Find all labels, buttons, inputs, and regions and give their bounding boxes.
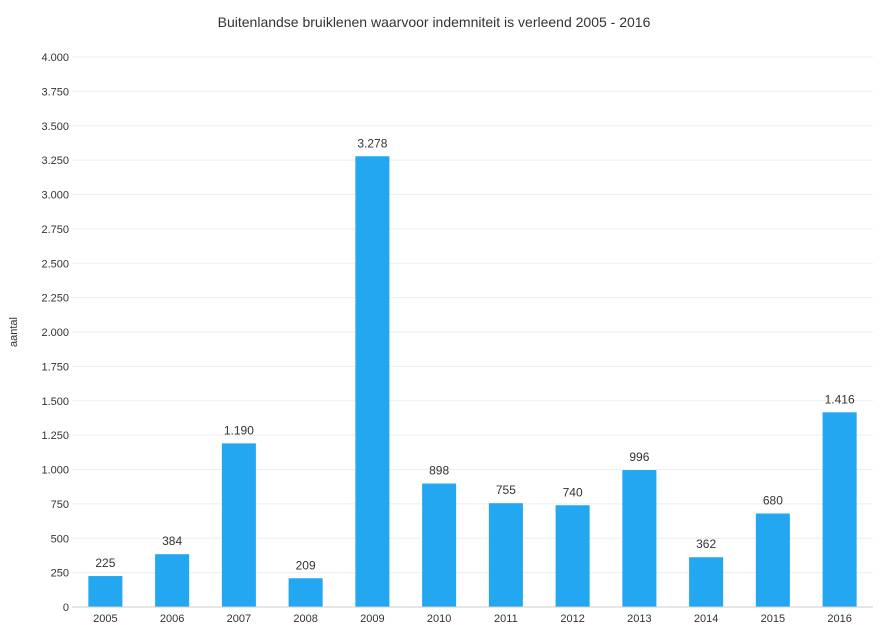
bar-2011[interactable] bbox=[488, 503, 523, 607]
y-tick-label: 1.250 bbox=[41, 430, 69, 442]
data-label: 1.416 bbox=[825, 392, 855, 406]
y-tick-label: 2.250 bbox=[41, 293, 69, 305]
y-tick-label: 3.750 bbox=[41, 86, 69, 98]
y-tick-label: 2.500 bbox=[41, 258, 69, 270]
y-tick-label: 1.000 bbox=[41, 465, 69, 477]
y-tick-label: 4.000 bbox=[41, 52, 69, 64]
data-label: 384 bbox=[162, 534, 182, 548]
x-tick-label: 2010 bbox=[427, 613, 451, 625]
bar-2012[interactable] bbox=[555, 505, 590, 607]
x-tick-label: 2011 bbox=[494, 613, 518, 625]
y-tick-label: 0 bbox=[63, 602, 69, 614]
y-tick-label: 3.000 bbox=[41, 190, 69, 202]
y-tick-label: 1.750 bbox=[41, 361, 69, 373]
chart-title: Buitenlandse bruiklenen waarvoor indemni… bbox=[218, 14, 651, 30]
y-tick-label: 500 bbox=[51, 533, 69, 545]
data-label: 3.278 bbox=[357, 136, 387, 150]
data-label: 209 bbox=[296, 558, 316, 572]
x-tick-label: 2008 bbox=[293, 613, 317, 625]
y-tick-label: 2.000 bbox=[41, 327, 69, 339]
y-axis-label: aantal bbox=[8, 317, 20, 347]
y-tick-label: 3.250 bbox=[41, 155, 69, 167]
bar-2015[interactable] bbox=[755, 513, 790, 608]
data-label: 225 bbox=[95, 556, 115, 570]
bar-2008[interactable] bbox=[288, 578, 323, 607]
bar-2013[interactable] bbox=[622, 470, 657, 607]
x-tick-label: 2013 bbox=[627, 613, 651, 625]
bar-2014[interactable] bbox=[689, 557, 724, 607]
y-tick-label: 1.500 bbox=[41, 396, 69, 408]
data-label: 898 bbox=[429, 464, 449, 478]
bar-2016[interactable] bbox=[822, 412, 857, 607]
x-tick-label: 2014 bbox=[694, 613, 718, 625]
data-label: 755 bbox=[496, 483, 516, 497]
y-axis-ticks: 0 250 500 750 1.000 1.250 1.500 1.750 2.000 2.250… bbox=[41, 52, 69, 614]
x-tick-label: 2009 bbox=[360, 613, 384, 625]
bars bbox=[88, 156, 857, 608]
bar-2005[interactable] bbox=[88, 576, 123, 607]
x-tick-label: 2005 bbox=[93, 613, 117, 625]
bar-2009[interactable] bbox=[355, 156, 390, 607]
bar-2010[interactable] bbox=[422, 483, 457, 607]
x-tick-label: 2012 bbox=[560, 613, 584, 625]
data-labels: 225 384 1.190 209 3.278 898 755 740 996 362 680 1.4… bbox=[95, 136, 855, 572]
x-axis-ticks: 2005 2006 2007 2008 2009 2010 2011 2012 2013 2014… bbox=[93, 613, 852, 625]
y-tick-label: 250 bbox=[51, 568, 69, 580]
x-tick-label: 2007 bbox=[227, 613, 251, 625]
gridlines bbox=[72, 56, 873, 574]
x-tick-label: 2006 bbox=[160, 613, 184, 625]
x-tick-label: 2015 bbox=[761, 613, 785, 625]
bar-2006[interactable] bbox=[155, 554, 190, 607]
data-label: 740 bbox=[563, 485, 583, 499]
y-tick-label: 2.750 bbox=[41, 224, 69, 236]
data-label: 1.190 bbox=[224, 423, 254, 437]
data-label: 996 bbox=[629, 450, 649, 464]
bar-2007[interactable] bbox=[221, 443, 256, 607]
data-label: 362 bbox=[696, 537, 716, 551]
x-tick-label: 2016 bbox=[827, 613, 851, 625]
y-tick-label: 3.500 bbox=[41, 121, 69, 133]
y-tick-label: 750 bbox=[51, 499, 69, 511]
data-label: 680 bbox=[763, 494, 783, 508]
